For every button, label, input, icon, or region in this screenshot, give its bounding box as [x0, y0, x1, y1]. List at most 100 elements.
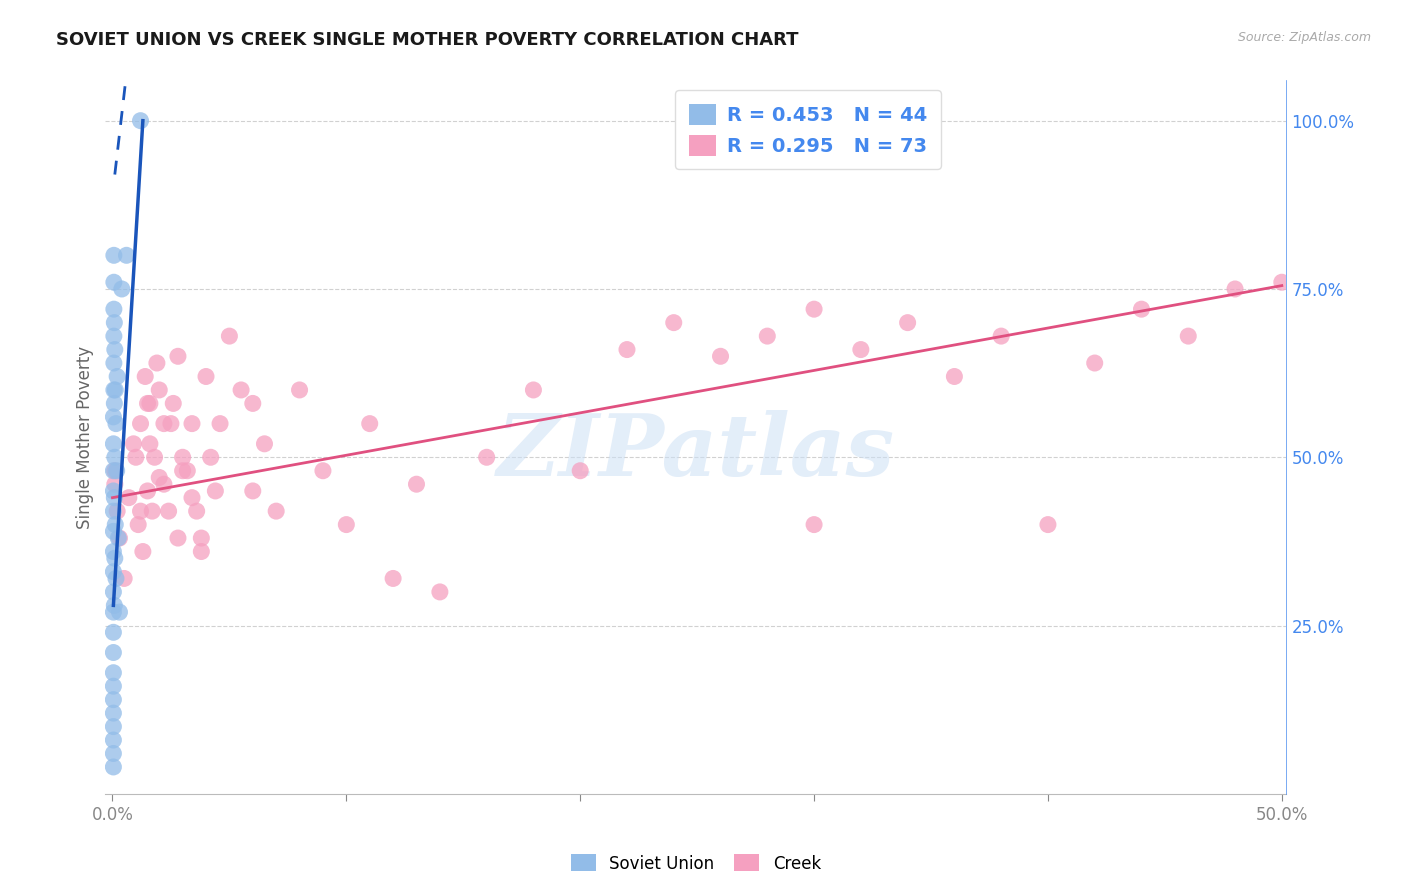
- Point: [127, 517, 149, 532]
- Point: [803, 517, 825, 532]
- Point: [148, 383, 170, 397]
- Point: [104, 343, 127, 357]
- Point: [204, 483, 226, 498]
- Point: [103, 437, 125, 451]
- Point: [104, 450, 127, 465]
- Point: [136, 483, 159, 498]
- Point: [118, 491, 141, 505]
- Y-axis label: Single Mother Poverty: Single Mother Poverty: [76, 345, 94, 529]
- Point: [190, 531, 212, 545]
- Point: [1271, 275, 1294, 289]
- Point: [104, 551, 127, 566]
- Point: [242, 483, 264, 498]
- Point: [143, 450, 166, 465]
- Point: [103, 464, 125, 478]
- Point: [167, 349, 190, 363]
- Point: [162, 396, 184, 410]
- Point: [153, 417, 176, 431]
- Point: [108, 531, 131, 545]
- Point: [105, 504, 128, 518]
- Point: [103, 605, 125, 619]
- Point: [103, 679, 125, 693]
- Point: [803, 302, 825, 317]
- Point: [195, 369, 218, 384]
- Point: [429, 585, 451, 599]
- Point: [103, 316, 125, 330]
- Point: [103, 491, 125, 505]
- Point: [105, 369, 128, 384]
- Point: [103, 383, 125, 397]
- Point: [1177, 329, 1199, 343]
- Point: [136, 396, 159, 410]
- Text: SOVIET UNION VS CREEK SINGLE MOTHER POVERTY CORRELATION CHART: SOVIET UNION VS CREEK SINGLE MOTHER POVE…: [56, 31, 799, 49]
- Point: [103, 409, 125, 424]
- Point: [264, 504, 287, 518]
- Point: [132, 544, 155, 558]
- Point: [157, 504, 180, 518]
- Point: [129, 417, 152, 431]
- Legend: Soviet Union, Creek: Soviet Union, Creek: [564, 847, 828, 880]
- Point: [242, 396, 264, 410]
- Point: [209, 417, 232, 431]
- Point: [382, 571, 405, 585]
- Point: [662, 316, 685, 330]
- Point: [167, 531, 190, 545]
- Point: [1223, 282, 1246, 296]
- Point: [103, 646, 125, 660]
- Point: [104, 383, 127, 397]
- Point: [569, 464, 592, 478]
- Point: [1084, 356, 1107, 370]
- Point: [1130, 302, 1153, 317]
- Point: [103, 665, 125, 680]
- Point: [141, 504, 163, 518]
- Point: [181, 491, 204, 505]
- Point: [125, 450, 148, 465]
- Point: [335, 517, 357, 532]
- Point: [105, 464, 128, 478]
- Point: [103, 599, 125, 613]
- Point: [943, 369, 966, 384]
- Point: [104, 517, 127, 532]
- Point: [129, 113, 152, 128]
- Point: [104, 417, 127, 431]
- Point: [103, 396, 125, 410]
- Point: [176, 464, 198, 478]
- Point: [103, 733, 125, 747]
- Point: [103, 706, 125, 720]
- Point: [139, 396, 162, 410]
- Point: [148, 470, 170, 484]
- Point: [107, 531, 129, 545]
- Point: [103, 747, 125, 761]
- Point: [103, 302, 125, 317]
- Point: [103, 565, 125, 579]
- Point: [218, 329, 240, 343]
- Point: [108, 605, 131, 619]
- Point: [103, 504, 125, 518]
- Point: [253, 437, 276, 451]
- Point: [112, 571, 135, 585]
- Point: [104, 464, 127, 478]
- Legend: R = 0.453   N = 44, R = 0.295   N = 73: R = 0.453 N = 44, R = 0.295 N = 73: [675, 90, 942, 169]
- Point: [756, 329, 779, 343]
- Text: Source: ZipAtlas.com: Source: ZipAtlas.com: [1237, 31, 1371, 45]
- Point: [897, 316, 920, 330]
- Point: [103, 692, 125, 706]
- Point: [522, 383, 544, 397]
- Point: [104, 477, 127, 491]
- Point: [103, 625, 125, 640]
- Text: ZIPatlas: ZIPatlas: [496, 409, 896, 493]
- Point: [103, 356, 125, 370]
- Point: [200, 450, 222, 465]
- Point: [1036, 517, 1059, 532]
- Point: [186, 504, 208, 518]
- Point: [146, 356, 169, 370]
- Point: [103, 483, 125, 498]
- Point: [103, 524, 125, 539]
- Point: [990, 329, 1012, 343]
- Point: [111, 282, 134, 296]
- Point: [103, 275, 125, 289]
- Point: [129, 504, 152, 518]
- Point: [405, 477, 427, 491]
- Point: [160, 417, 183, 431]
- Point: [134, 369, 156, 384]
